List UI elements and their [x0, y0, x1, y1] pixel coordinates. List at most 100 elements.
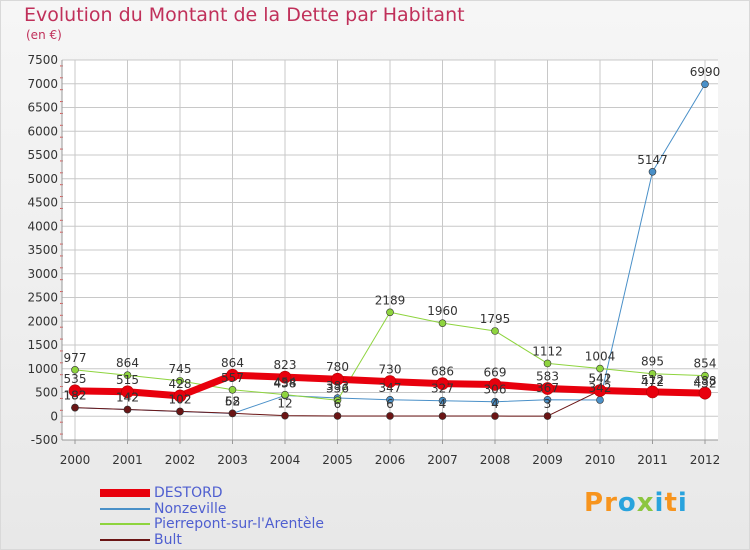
- legend-item: DESTORD: [100, 485, 223, 501]
- data-label-pierrepont-sur-l-arent-le: 745: [169, 362, 192, 376]
- data-label-destord: 583: [536, 370, 559, 384]
- data-label-bult: 142: [116, 391, 139, 405]
- point-destord: [226, 368, 239, 382]
- legend-swatch: [100, 523, 150, 525]
- point-pierrepont-sur-l-arent-le: [543, 359, 552, 368]
- legend-swatch: [100, 539, 150, 541]
- data-label-pierrepont-sur-l-arent-le: 1112: [532, 344, 563, 358]
- point-nonzeville: [596, 396, 604, 404]
- point-destord: [436, 377, 449, 390]
- data-label-bult: 432: [694, 377, 717, 391]
- point-destord: [593, 384, 607, 397]
- data-label-nonzeville: 347: [379, 381, 402, 395]
- point-bult: [333, 412, 342, 420]
- logo-letter: i: [654, 488, 665, 518]
- point-destord: [278, 370, 292, 384]
- data-label-destord: 428: [169, 377, 192, 391]
- data-label-nonzeville: 142: [116, 391, 139, 405]
- point-pierrepont-sur-l-arent-le: [333, 396, 342, 405]
- series: [68, 80, 712, 420]
- point-destord: [541, 382, 554, 395]
- point-pierrepont-sur-l-arent-le: [438, 319, 447, 327]
- y-tick-label: 2000: [27, 314, 58, 328]
- point-bult: [281, 411, 289, 420]
- point-destord: [68, 384, 82, 398]
- legend-swatch: [100, 508, 150, 510]
- y-tick-label: 4500: [27, 196, 58, 210]
- y-tick-label: 3000: [27, 267, 58, 281]
- point-bult: [543, 412, 552, 420]
- data-label-nonzeville: 342: [589, 381, 612, 395]
- x-tick-label: 2011: [637, 453, 668, 467]
- data-label-bult: 12: [277, 397, 292, 411]
- x-tick-label: 2006: [375, 453, 406, 467]
- y-tick-label: 5000: [27, 172, 58, 186]
- x-tick-label: 2008: [480, 453, 511, 467]
- data-label-destord: 542: [589, 372, 612, 386]
- data-label-bult: 6: [386, 397, 394, 411]
- x-tick-label: 2010: [585, 453, 616, 467]
- data-label-pierrepont-sur-l-arent-le: 864: [116, 356, 139, 370]
- data-label-bult: 4: [491, 397, 499, 411]
- legend-label: Nonzeville: [154, 501, 227, 517]
- data-label-pierrepont-sur-l-arent-le: 854: [694, 357, 717, 371]
- data-label-nonzeville: 438: [274, 376, 297, 390]
- point-pierrepont-sur-l-arent-le: [386, 308, 394, 317]
- data-label-bult: 472: [641, 375, 664, 389]
- data-label-bult: 62: [225, 394, 240, 408]
- logo-letter: o: [617, 488, 637, 518]
- point-pierrepont-sur-l-arent-le: [491, 327, 499, 335]
- point-destord: [121, 385, 134, 399]
- data-label-pierrepont-sur-l-arent-le: 454: [274, 376, 297, 390]
- point-bult: [491, 412, 499, 420]
- data-label-bult: 3: [544, 397, 552, 411]
- data-label-pierrepont-sur-l-arent-le: 1004: [585, 350, 616, 364]
- point-pierrepont-sur-l-arent-le: [71, 366, 79, 374]
- data-label-destord: 512: [641, 373, 664, 387]
- data-label-destord: 780: [326, 360, 349, 374]
- legend-label: Pierrepont-sur-l'Arentèle: [154, 516, 325, 532]
- data-label-destord: 864: [221, 356, 244, 370]
- x-tick-label: 2001: [112, 453, 143, 467]
- x-tick-label: 2002: [165, 453, 196, 467]
- point-nonzeville: [491, 397, 499, 406]
- legend-item: Pierrepont-sur-l'Arentèle: [100, 516, 324, 532]
- data-label-nonzeville: 367: [536, 381, 559, 395]
- point-pierrepont-sur-l-arent-le: [176, 377, 184, 385]
- point-nonzeville: [543, 395, 552, 404]
- point-bult: [176, 407, 184, 416]
- axes: -500050010001500200025003000350040004500…: [27, 53, 720, 467]
- point-bult: [386, 412, 394, 420]
- data-label-destord: 535: [64, 372, 87, 386]
- point-nonzeville: [386, 395, 394, 404]
- y-tick-label: 7000: [27, 77, 58, 91]
- x-tick-label: 2009: [532, 453, 563, 467]
- logo-letter: P: [584, 488, 605, 518]
- y-tick-label: 500: [35, 386, 58, 400]
- data-label-pierrepont-sur-l-arent-le: 336: [326, 381, 349, 395]
- point-pierrepont-sur-l-arent-le: [228, 385, 237, 394]
- x-tick-label: 2000: [60, 453, 91, 467]
- point-destord: [488, 378, 502, 391]
- point-destord: [698, 386, 712, 400]
- legend-item: Bult: [100, 532, 182, 548]
- y-tick-label: 6000: [27, 124, 58, 138]
- x-tick-label: 2005: [322, 453, 353, 467]
- point-bult: [438, 412, 447, 420]
- data-label-pierrepont-sur-l-arent-le: 1795: [480, 312, 511, 326]
- y-tick-label: 1000: [27, 362, 58, 376]
- legend-item: Nonzeville: [100, 501, 226, 517]
- y-tick-label: 2500: [27, 291, 58, 305]
- y-tick-label: 0: [50, 409, 58, 423]
- y-tick-label: -500: [31, 433, 58, 447]
- data-label-nonzeville: 5147: [637, 153, 668, 167]
- x-tick-label: 2003: [217, 453, 248, 467]
- data-label-nonzeville: 58: [225, 394, 240, 408]
- x-tick-label: 2004: [270, 453, 301, 467]
- point-bult: [228, 409, 237, 418]
- y-tick-label: 3500: [27, 243, 58, 257]
- data-label-nonzeville: 182: [64, 389, 87, 403]
- chart-title: Evolution du Montant de la Dette par Hab…: [24, 4, 465, 26]
